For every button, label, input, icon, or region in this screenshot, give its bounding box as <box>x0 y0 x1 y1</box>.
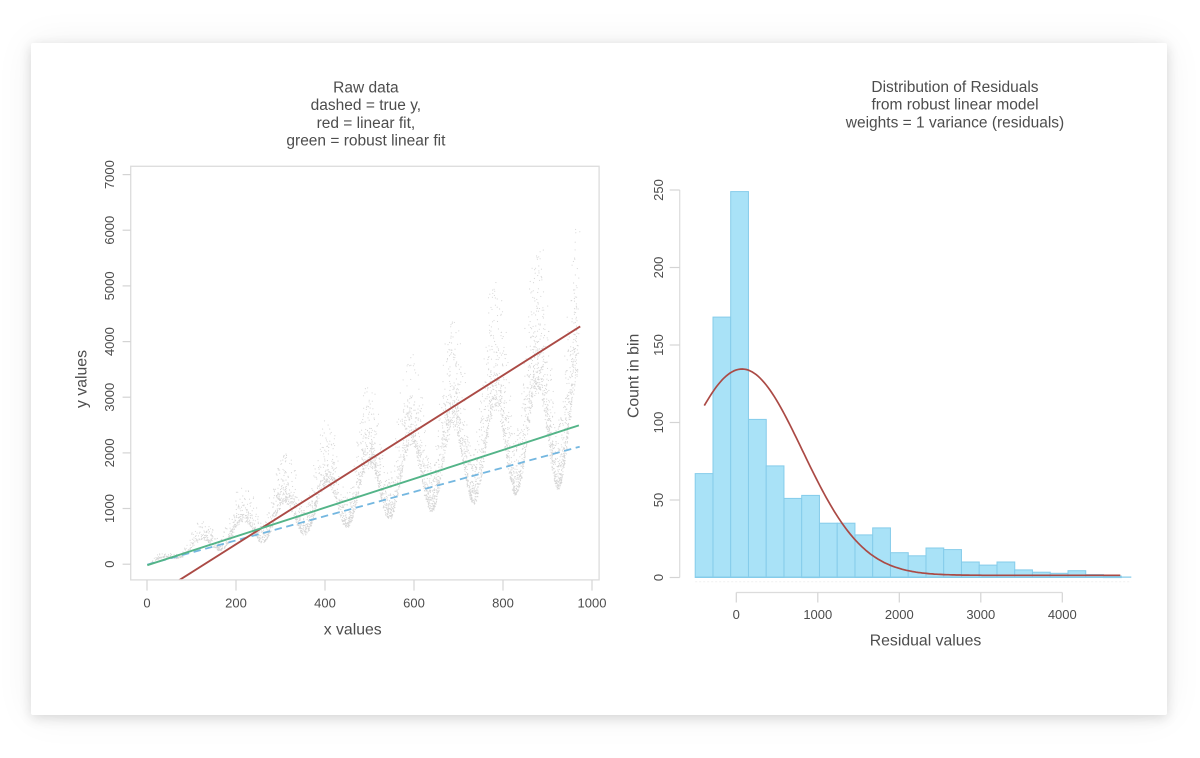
svg-text:200: 200 <box>651 257 666 279</box>
svg-text:100: 100 <box>651 412 666 434</box>
svg-text:400: 400 <box>314 596 336 611</box>
svg-text:4000: 4000 <box>102 327 117 356</box>
svg-text:3000: 3000 <box>102 383 117 412</box>
svg-text:0: 0 <box>733 607 740 622</box>
svg-text:Distribution of Residuals: Distribution of Residuals <box>871 79 1038 96</box>
svg-text:1000: 1000 <box>803 607 832 622</box>
svg-text:2000: 2000 <box>885 607 914 622</box>
svg-text:y values: y values <box>73 350 90 408</box>
svg-text:from robust linear model: from robust linear model <box>871 97 1038 114</box>
svg-text:5000: 5000 <box>102 271 117 300</box>
svg-text:1000: 1000 <box>578 596 607 611</box>
svg-text:x values: x values <box>324 622 382 639</box>
svg-text:800: 800 <box>492 596 514 611</box>
svg-text:0: 0 <box>143 596 150 611</box>
svg-text:Count in bin: Count in bin <box>625 334 642 418</box>
svg-text:Raw data: Raw data <box>333 79 399 96</box>
svg-text:0: 0 <box>102 561 117 568</box>
svg-text:3000: 3000 <box>966 607 995 622</box>
svg-text:4000: 4000 <box>1048 607 1077 622</box>
svg-text:200: 200 <box>225 596 247 611</box>
svg-text:red = linear fit,: red = linear fit, <box>317 115 416 132</box>
svg-text:1000: 1000 <box>102 494 117 523</box>
svg-text:250: 250 <box>651 179 666 201</box>
svg-text:7000: 7000 <box>102 160 117 189</box>
svg-text:Residual values: Residual values <box>870 633 982 650</box>
svg-text:green = robust linear fit: green = robust linear fit <box>286 133 446 150</box>
svg-text:0: 0 <box>651 574 666 581</box>
svg-text:50: 50 <box>651 493 666 507</box>
svg-text:600: 600 <box>403 596 425 611</box>
svg-text:weights = 1 variance (residual: weights = 1 variance (residuals) <box>845 114 1064 131</box>
svg-text:150: 150 <box>651 334 666 356</box>
svg-text:2000: 2000 <box>102 438 117 467</box>
svg-text:dashed = true y,: dashed = true y, <box>311 97 421 114</box>
svg-text:6000: 6000 <box>102 216 117 245</box>
